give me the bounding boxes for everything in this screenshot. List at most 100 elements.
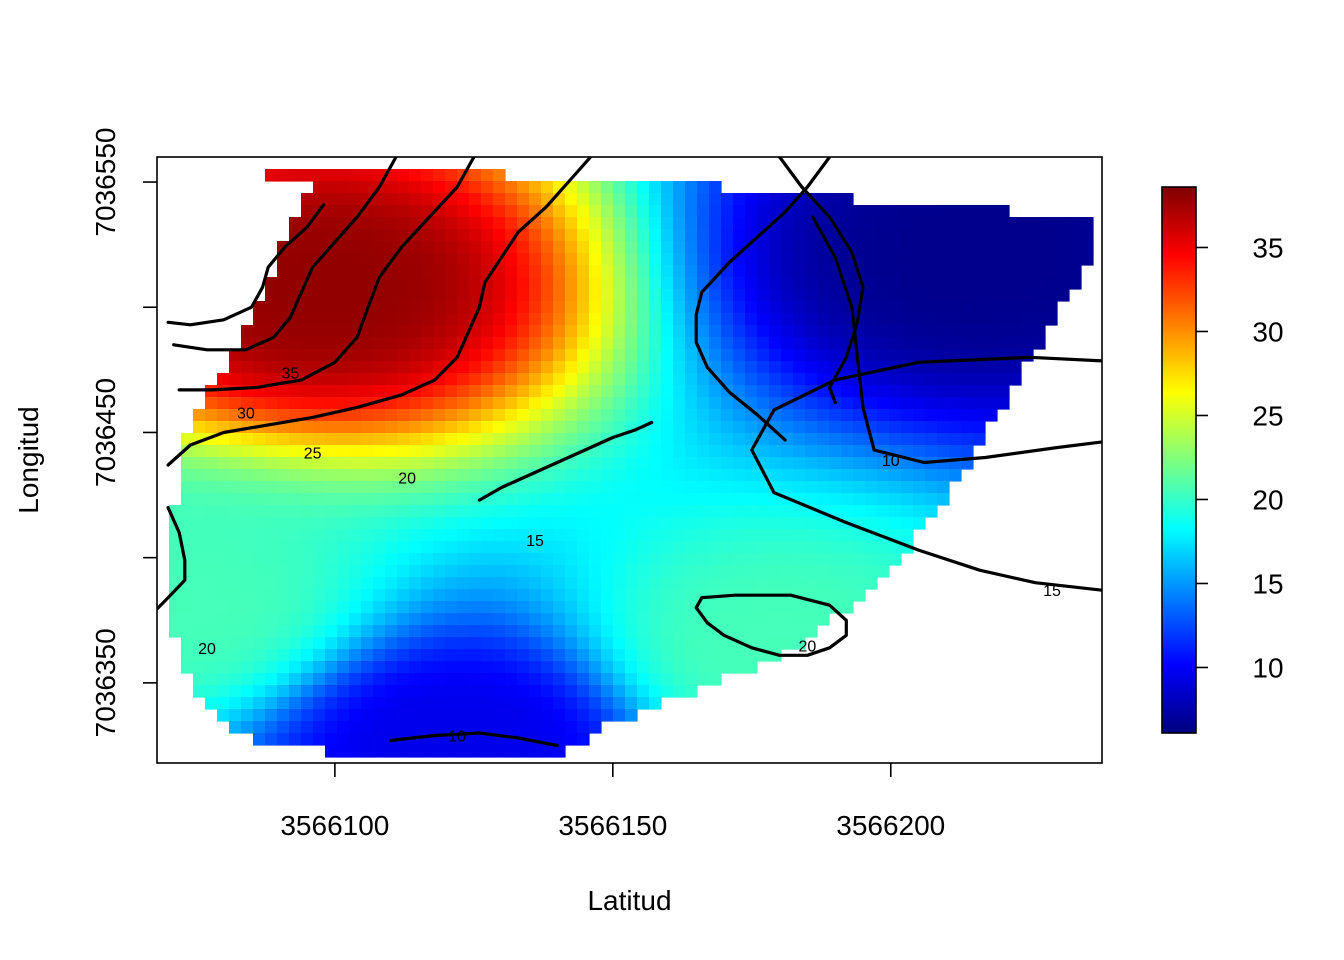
heatmap-cell xyxy=(181,493,194,506)
heatmap-cell xyxy=(277,529,290,542)
heatmap-cell xyxy=(661,493,674,506)
heatmap-cell xyxy=(205,697,218,710)
heatmap-cell xyxy=(481,601,494,614)
heatmap-cell xyxy=(397,613,410,626)
heatmap-cell xyxy=(553,673,566,686)
heatmap-cell xyxy=(829,301,842,314)
heatmap-cell xyxy=(577,397,590,410)
heatmap-cell xyxy=(445,265,458,278)
heatmap-cell xyxy=(901,409,914,422)
heatmap-cell xyxy=(889,337,902,350)
heatmap-cell xyxy=(769,469,782,482)
heatmap-cell xyxy=(1009,217,1022,230)
heatmap-cell xyxy=(217,709,230,722)
heatmap-cell xyxy=(625,445,638,458)
heatmap-cell xyxy=(505,745,518,758)
heatmap-cell xyxy=(733,229,746,242)
heatmap-cell xyxy=(481,397,494,410)
heatmap-cell xyxy=(781,481,794,494)
heatmap-cell xyxy=(241,625,254,638)
heatmap-cell xyxy=(385,649,398,662)
heatmap-cell xyxy=(541,613,554,626)
heatmap-cell xyxy=(649,649,662,662)
heatmap-cell xyxy=(901,325,914,338)
heatmap-cell xyxy=(865,553,878,566)
heatmap-cell xyxy=(1009,361,1022,374)
heatmap-cell xyxy=(697,469,710,482)
heatmap-cell xyxy=(397,301,410,314)
heatmap-cell xyxy=(685,253,698,266)
heatmap-cell xyxy=(337,313,350,326)
heatmap-cell xyxy=(733,265,746,278)
heatmap-cell xyxy=(937,217,950,230)
heatmap-cell xyxy=(649,289,662,302)
heatmap-cell xyxy=(505,577,518,590)
heatmap-cell xyxy=(325,349,338,362)
heatmap-cell xyxy=(373,205,386,218)
heatmap-cell xyxy=(517,457,530,470)
heatmap-cell xyxy=(793,409,806,422)
heatmap-cell xyxy=(781,577,794,590)
heatmap-cell xyxy=(301,313,314,326)
heatmap-cell xyxy=(661,349,674,362)
heatmap-cell xyxy=(361,673,374,686)
heatmap-cell xyxy=(685,481,698,494)
heatmap-cell xyxy=(421,217,434,230)
heatmap-cell xyxy=(493,493,506,506)
heatmap-cell xyxy=(637,637,650,650)
heatmap-cell xyxy=(757,301,770,314)
heatmap-cell xyxy=(349,433,362,446)
heatmap-cell xyxy=(457,661,470,674)
heatmap-cell xyxy=(625,649,638,662)
heatmap-cell xyxy=(889,313,902,326)
heatmap-cell xyxy=(253,373,266,386)
heatmap-cell xyxy=(889,421,902,434)
heatmap-cell xyxy=(829,577,842,590)
heatmap-cell xyxy=(313,217,326,230)
heatmap-cell xyxy=(445,685,458,698)
heatmap-cell xyxy=(385,613,398,626)
heatmap-cell xyxy=(229,433,242,446)
heatmap-cell xyxy=(385,709,398,722)
heatmap-cell xyxy=(253,673,266,686)
heatmap-cell xyxy=(1021,217,1034,230)
heatmap-cell xyxy=(985,217,998,230)
heatmap-cell xyxy=(289,469,302,482)
heatmap-cell xyxy=(277,493,290,506)
heatmap-cell xyxy=(1081,229,1094,242)
heatmap-cell xyxy=(289,565,302,578)
heatmap-cell xyxy=(229,457,242,470)
heatmap-cell xyxy=(769,241,782,254)
heatmap-cell xyxy=(373,253,386,266)
heatmap-cell xyxy=(349,733,362,746)
heatmap-cell xyxy=(613,301,626,314)
heatmap-cell xyxy=(325,529,338,542)
heatmap-cell xyxy=(901,481,914,494)
heatmap-cell xyxy=(457,433,470,446)
contour-line-35 xyxy=(166,203,326,327)
heatmap-cell xyxy=(481,637,494,650)
heatmap-cell xyxy=(505,457,518,470)
heatmap-cell xyxy=(913,325,926,338)
heatmap-cell xyxy=(781,193,794,206)
heatmap-cell xyxy=(889,493,902,506)
x-axis: 3566100 3566150 3566200 xyxy=(280,763,945,841)
heatmap-cell xyxy=(733,301,746,314)
heatmap-cell xyxy=(601,181,614,194)
heatmap-cell xyxy=(865,325,878,338)
heatmap-cell xyxy=(433,301,446,314)
heatmap-cell xyxy=(433,649,446,662)
heatmap-cell xyxy=(541,469,554,482)
heatmap-cell xyxy=(397,505,410,518)
heatmap-cell xyxy=(421,505,434,518)
heatmap-cell xyxy=(265,625,278,638)
heatmap-cell xyxy=(721,409,734,422)
heatmap-cell xyxy=(289,625,302,638)
heatmap-cell xyxy=(457,637,470,650)
heatmap-cell xyxy=(661,481,674,494)
heatmap-cell xyxy=(553,337,566,350)
heatmap-cell xyxy=(805,361,818,374)
heatmap-cell xyxy=(721,193,734,206)
heatmap-cell xyxy=(1021,265,1034,278)
heatmap-cell xyxy=(397,205,410,218)
